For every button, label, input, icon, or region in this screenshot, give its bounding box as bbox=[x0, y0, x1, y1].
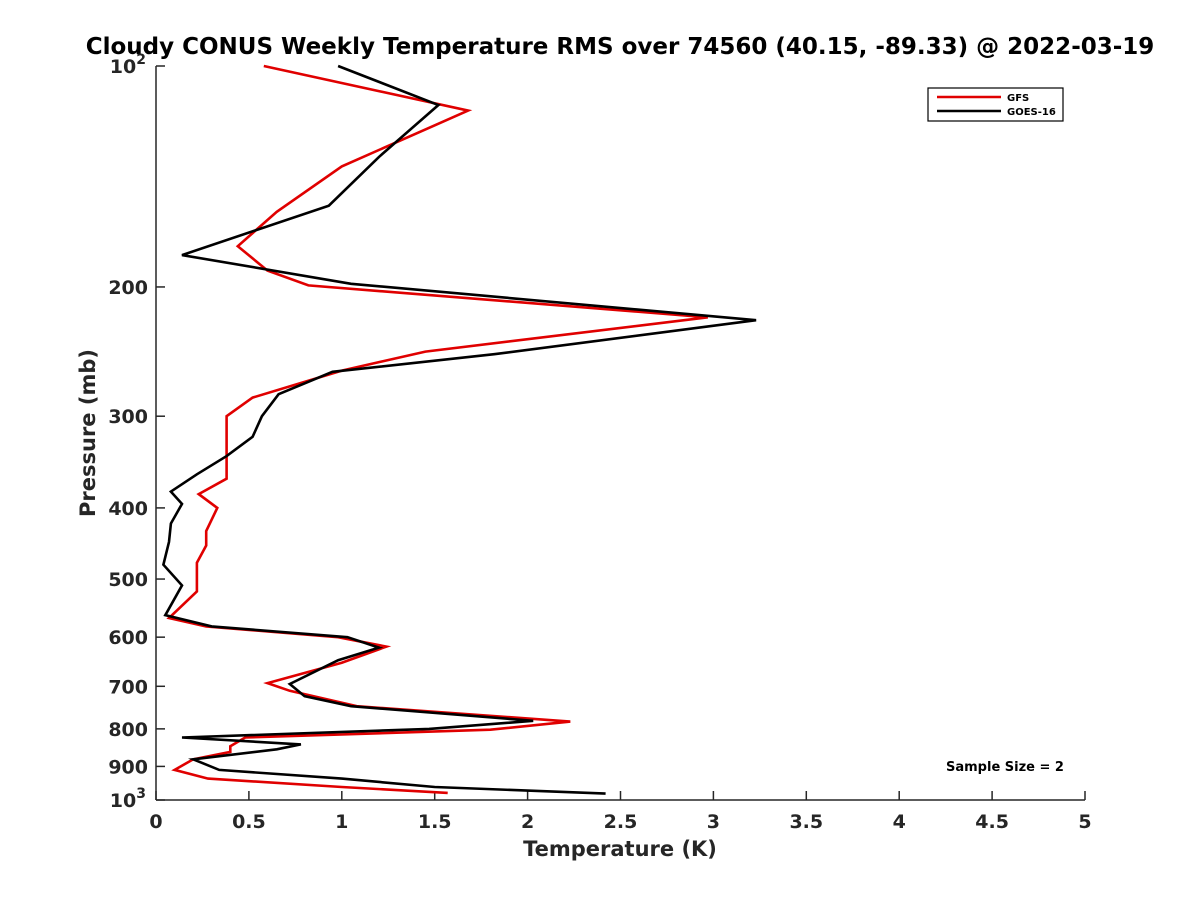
x-axis-ticks: 0 0.5 1 1.5 2 2.5 3 3.5 4 4.5 5 bbox=[149, 791, 1092, 833]
x-tick-label: 4 bbox=[893, 811, 906, 833]
x-axis-label: Temperature (K) bbox=[523, 837, 717, 861]
x-tick-label: 5 bbox=[1078, 811, 1091, 833]
series-line-goes-16 bbox=[161, 64, 757, 795]
chart-title: Cloudy CONUS Weekly Temperature RMS over… bbox=[86, 34, 1155, 60]
y-tick-label: 700 bbox=[108, 676, 148, 698]
legend-box bbox=[927, 87, 1064, 122]
x-tick-label: 2 bbox=[521, 811, 534, 833]
y-axis-ticks: 102 200 300 400 500 600 700 800 900 103 bbox=[108, 52, 165, 812]
x-tick-label: 4.5 bbox=[975, 811, 1009, 833]
y-tick-label: 400 bbox=[108, 498, 148, 520]
legend-label: GOES-16 bbox=[1007, 107, 1056, 118]
x-tick-label: 3.5 bbox=[789, 811, 823, 833]
y-tick-label: 900 bbox=[108, 756, 148, 778]
y-tick-label: 103 bbox=[110, 786, 146, 812]
series-layer bbox=[161, 64, 757, 795]
x-tick-label: 2.5 bbox=[604, 811, 638, 833]
y-tick-label: 600 bbox=[108, 627, 148, 649]
y-tick-label: 500 bbox=[108, 569, 148, 591]
series-line-gfs bbox=[166, 64, 708, 795]
x-tick-label: 0.5 bbox=[232, 811, 266, 833]
y-tick-label: 102 bbox=[110, 52, 146, 78]
y-tick-label: 300 bbox=[108, 406, 148, 428]
legend-label: GFS bbox=[1007, 93, 1029, 104]
y-axis-label: Pressure (mb) bbox=[76, 349, 100, 517]
x-tick-label: 1.5 bbox=[418, 811, 452, 833]
x-tick-label: 1 bbox=[335, 811, 348, 833]
y-tick-label: 200 bbox=[108, 277, 148, 299]
sample-size-annotation: Sample Size = 2 bbox=[946, 760, 1064, 775]
legend: GFS GOES-16 bbox=[927, 87, 1064, 122]
y-tick-label: 800 bbox=[108, 719, 148, 741]
axes bbox=[155, 66, 1085, 801]
x-tick-label: 3 bbox=[707, 811, 720, 833]
x-tick-label: 0 bbox=[149, 811, 162, 833]
